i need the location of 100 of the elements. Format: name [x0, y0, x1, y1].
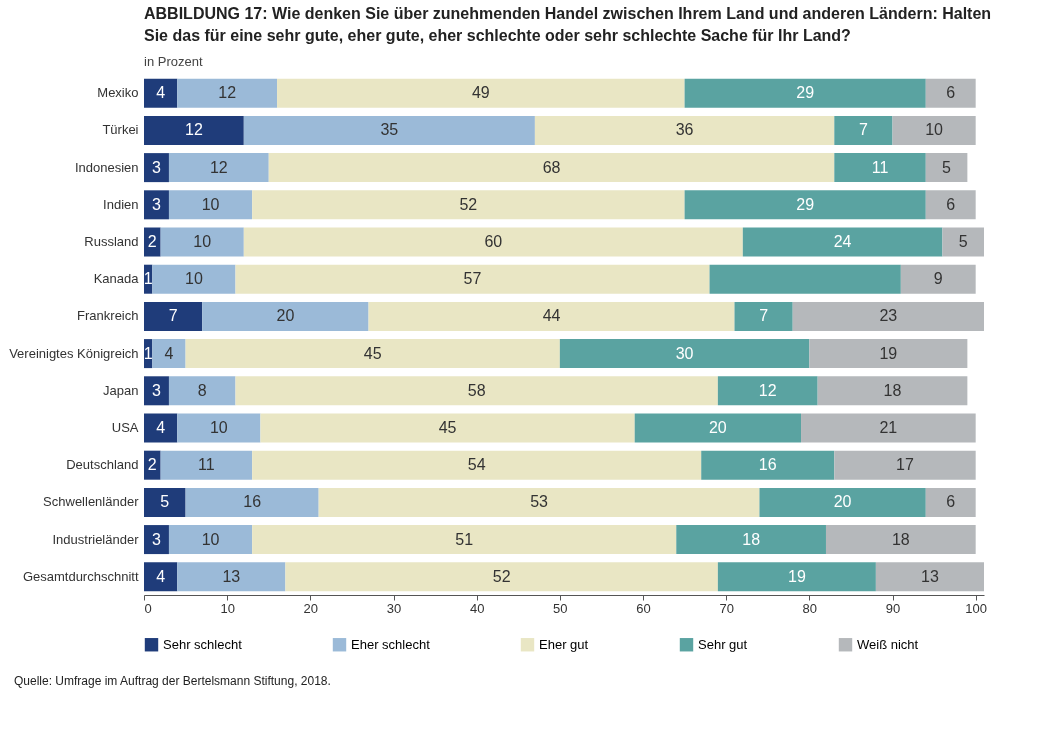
- x-tick-label: 30: [386, 600, 402, 616]
- bar: [168, 376, 236, 406]
- data-label: 57: [463, 270, 482, 288]
- bar: [202, 301, 369, 331]
- y-tick-label: Vereinigtes Königreich: [9, 345, 139, 361]
- data-label: 19: [787, 567, 806, 585]
- data-label: 11: [871, 158, 889, 176]
- data-label: 10: [209, 418, 228, 436]
- bar: [684, 78, 926, 108]
- data-label: 6: [946, 493, 956, 511]
- data-label: 16: [758, 456, 777, 474]
- data-label: 2: [147, 233, 157, 251]
- bar: [834, 153, 926, 183]
- y-tick-label: Kanada: [93, 271, 140, 287]
- bar: [742, 227, 943, 257]
- data-label: 10: [185, 270, 203, 288]
- bar: [144, 413, 178, 443]
- bar: [801, 413, 976, 443]
- data-label: 29: [796, 195, 815, 213]
- y-tick-label: Indonesien: [74, 159, 139, 175]
- x-tick-label: 100: [965, 600, 988, 616]
- x-tick-label: 50: [553, 600, 568, 616]
- y-tick-label: Deutschland: [66, 457, 139, 473]
- y-tick-label: USA: [111, 419, 139, 435]
- bar: [717, 562, 876, 592]
- data-label: 19: [879, 344, 898, 362]
- bar: [177, 78, 278, 108]
- data-label: 4: [164, 344, 174, 362]
- bar: [534, 115, 835, 145]
- chart-subtitle: in Prozent: [144, 54, 203, 69]
- bar: [152, 339, 186, 369]
- x-tick-label: 20: [303, 600, 319, 616]
- data-label: 10: [201, 530, 220, 548]
- data-label: 18: [742, 530, 761, 548]
- bar: [144, 153, 169, 183]
- data-label: 68: [542, 158, 561, 176]
- bar: [144, 190, 169, 220]
- y-tick-label: Russland: [84, 234, 139, 250]
- bar: [559, 339, 810, 369]
- x-tick-label: 70: [719, 600, 734, 616]
- data-label: 21: [879, 418, 898, 436]
- y-tick-label: Frankreich: [77, 308, 139, 324]
- bar: [243, 227, 743, 257]
- bar: [834, 115, 893, 145]
- bar: [676, 525, 826, 555]
- bar: [185, 339, 560, 369]
- data-label: 35: [380, 121, 399, 139]
- data-label: 29: [796, 84, 815, 102]
- bar: [285, 562, 718, 592]
- bar: [144, 376, 169, 406]
- y-tick-label: Indien: [103, 196, 139, 212]
- x-tick-label: 10: [220, 600, 235, 616]
- data-label: 53: [530, 493, 549, 511]
- x-tick-label: 60: [636, 600, 651, 616]
- data-label: 5: [942, 158, 952, 176]
- bar: [925, 153, 968, 183]
- bar: [734, 301, 793, 331]
- bar: [252, 190, 685, 220]
- bar: [185, 487, 319, 517]
- y-tick-label: Schwellenländer: [43, 494, 140, 510]
- data-label: 6: [946, 195, 956, 213]
- bar: [144, 562, 178, 592]
- data-label: 4: [156, 84, 166, 102]
- bar: [268, 153, 835, 183]
- bar: [925, 487, 976, 517]
- bar: [160, 450, 253, 480]
- bar: [892, 115, 976, 145]
- bar: [925, 78, 976, 108]
- data-label: 5: [160, 493, 170, 511]
- data-label: 54: [467, 456, 486, 474]
- legend-label: Eher schlecht: [351, 636, 431, 652]
- data-label: 58: [467, 381, 486, 399]
- data-label: 5: [958, 233, 968, 251]
- data-label: 13: [921, 567, 939, 585]
- data-label: 3: [152, 195, 162, 213]
- bar: [144, 78, 178, 108]
- data-label: 60: [484, 233, 503, 251]
- legend-label: Sehr gut: [698, 636, 748, 652]
- bar: [942, 227, 984, 257]
- bar: [177, 413, 261, 443]
- data-label: 12: [758, 381, 777, 399]
- data-label: 8: [197, 381, 207, 399]
- data-label: 30: [675, 344, 694, 362]
- bar: [684, 190, 926, 220]
- bar: [252, 525, 677, 555]
- data-label: 12: [218, 84, 237, 102]
- bar: [243, 115, 535, 145]
- bar: [168, 525, 253, 555]
- bar: [809, 339, 968, 369]
- chart-title: ABBILDUNG 17: Wie denken Sie über zunehmenden Handel zwischen Ihrem Land und anderen Ländern: Halten Sie das für eine sehr gute, eher gute, eher schlechte oder sehr schlechte Sache für Ihr Land?: [144, 5, 992, 44]
- data-label: 7: [759, 307, 769, 325]
- data-label: 11: [198, 456, 215, 474]
- legend-label: Weiß nicht: [857, 636, 919, 652]
- data-label: 45: [363, 344, 382, 362]
- bar: [144, 301, 203, 331]
- data-label: 36: [675, 121, 694, 139]
- bar: [318, 487, 760, 517]
- data-label: 18: [891, 530, 910, 548]
- data-label: 3: [152, 158, 162, 176]
- data-label: 18: [883, 381, 902, 399]
